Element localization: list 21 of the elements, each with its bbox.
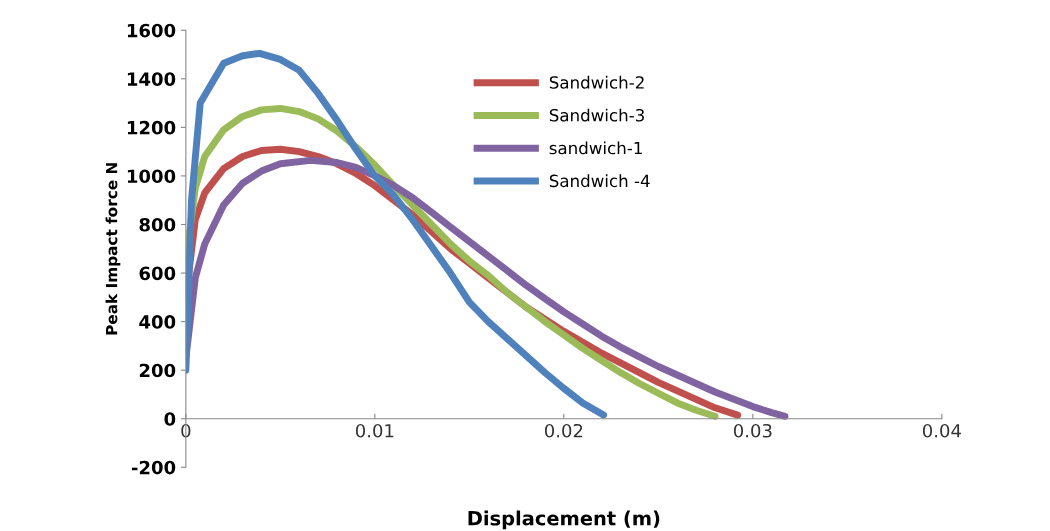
legend-label: sandwich-1: [549, 141, 642, 155]
y-tick-label: -200: [131, 460, 176, 475]
x-axis-title: Displacement (m): [468, 510, 660, 530]
y-tick-label: 0: [164, 412, 176, 426]
y-tick-label: 1000: [127, 169, 176, 184]
y-tick-label: 800: [139, 217, 176, 232]
y-axis-title: Peak Impact force N: [105, 163, 121, 335]
legend-label: Sandwich-2: [549, 75, 644, 89]
x-tick-label: 0.03: [733, 423, 772, 438]
y-tick-label: 1200: [127, 120, 176, 135]
x-tick-label: 0.02: [544, 423, 583, 438]
legend-label: Sandwich-3: [549, 108, 644, 122]
y-tick-label: 1400: [127, 72, 176, 86]
x-tick-label: 0: [181, 423, 191, 438]
y-tick-label: 1600: [127, 23, 176, 38]
legend-label: Sandwich -4: [549, 174, 650, 188]
y-tick-label: 600: [139, 266, 176, 281]
x-tick-label: 0.01: [355, 423, 394, 438]
y-tick-label: 200: [139, 363, 176, 378]
x-tick-label: 0.04: [922, 423, 961, 438]
y-tick-label: 400: [139, 315, 176, 329]
